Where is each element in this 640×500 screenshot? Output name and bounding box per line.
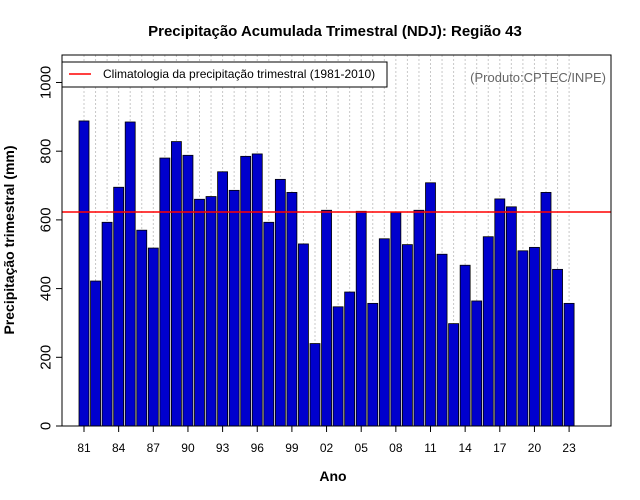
x-tick-label: 96 [251,441,265,455]
bar-1993 [217,171,229,427]
chart-title: Precipitação Acumulada Trimestral (NDJ):… [148,23,522,40]
y-tick-label: 0 [38,422,55,430]
legend-box [61,61,388,88]
bar-2004 [344,291,356,427]
bar-2016 [482,236,494,427]
bar-1988 [159,157,171,427]
credit-text: (Produto:CPTEC/INPE) [470,70,606,85]
x-tick-label: 05 [355,441,369,455]
y-tick-label: 600 [38,207,55,232]
x-axis: 81 84 87 90 93 96 99 02 05 08 11 14 17 20 23 [77,426,576,455]
bar-2020 [529,246,540,427]
y-tick-label: 800 [38,139,55,164]
bar-2023 [563,302,575,427]
bar-1986 [136,229,148,427]
y-tick-label: 200 [38,345,55,370]
bar-2007 [378,238,390,427]
x-tick-label: 93 [216,441,230,455]
bar-1982 [90,280,101,427]
bar-1990 [182,154,194,427]
bar-2009 [401,244,413,427]
bar-2021 [540,192,552,427]
bar-2011 [425,182,436,427]
x-tick-label: 81 [77,441,91,455]
bar-2002 [321,209,332,427]
x-tick-label: 90 [181,441,195,455]
bar-1981 [78,120,90,427]
bar-2010 [413,209,425,427]
y-axis: 0 200 400 600 800 1000 [38,66,62,430]
x-tick-label: 14 [458,441,472,455]
bar-2014 [459,264,471,427]
x-tick-label: 84 [112,441,126,455]
bar-2003 [332,306,344,427]
x-tick-label: 08 [389,441,403,455]
x-tick-label: 02 [320,441,334,455]
bar-2017 [494,198,506,427]
bar-1991 [194,198,205,427]
bar-1985 [124,121,136,427]
bar-2000 [298,243,309,427]
legend-label: Climatologia da precipitação trimestral … [103,67,375,81]
bar-2019 [517,250,529,427]
bar-1984 [113,186,125,427]
bar-1989 [170,141,182,427]
bars-layer [78,120,575,427]
y-tick-label: 400 [38,276,55,301]
bar-1987 [147,247,159,427]
legend: Climatologia da precipitação trimestral … [61,61,388,88]
bar-1999 [286,192,298,427]
bar-2012 [436,253,448,427]
x-tick-label: 20 [528,441,542,455]
bar-1998 [274,178,286,427]
bar-2013 [448,323,460,427]
y-tick-label: 1000 [38,66,55,99]
bar-2001 [309,343,321,427]
x-tick-label: 99 [285,441,299,455]
bar-2005 [355,210,367,427]
bar-2015 [471,300,483,427]
bar-1983 [101,221,113,427]
y-axis-title: Precipitação trimestral (mm) [1,145,17,334]
bar-2008 [390,211,402,427]
bar-2018 [505,206,517,427]
x-tick-label: 23 [562,441,576,455]
plot-frame [61,54,612,427]
x-tick-label: 11 [424,441,437,455]
x-tick-label: 17 [493,441,507,455]
x-tick-label: 87 [147,441,161,455]
bar-2006 [367,302,379,427]
bar-1997 [263,221,275,427]
bar-1995 [240,155,252,427]
bar-1992 [205,196,217,427]
x-axis-title: Ano [319,468,346,484]
bar-2022 [552,268,563,427]
bar-1994 [228,189,240,427]
bar-1996 [251,153,263,427]
